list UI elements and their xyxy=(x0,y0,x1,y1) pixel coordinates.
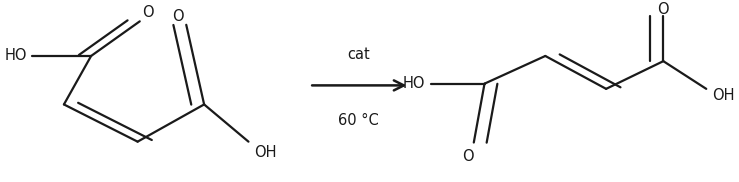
Text: HO: HO xyxy=(4,48,27,64)
Text: cat: cat xyxy=(347,47,370,62)
Text: OH: OH xyxy=(712,88,735,103)
Text: O: O xyxy=(463,149,474,164)
Text: HO: HO xyxy=(403,76,425,91)
Text: OH: OH xyxy=(254,145,276,160)
Text: O: O xyxy=(658,2,669,17)
Text: O: O xyxy=(143,5,154,20)
Text: O: O xyxy=(172,9,183,24)
Text: 60 °C: 60 °C xyxy=(338,112,379,128)
